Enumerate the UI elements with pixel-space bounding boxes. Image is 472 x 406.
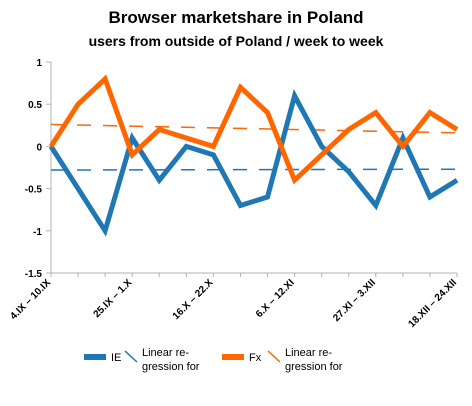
x-tick-label: 4.IX – 10.IX [8,277,53,322]
y-tick-label: -1 [33,227,42,238]
x-tick-label: 25.IX – 1.X [92,277,135,320]
x-tick-label: 6.X – 12.XI [254,277,297,320]
trendline [50,168,458,171]
legend-swatch [84,354,106,360]
y-tick-label: 0.5 [28,100,42,111]
y-tick-label: 1 [36,58,42,69]
y-tick-label: -0.5 [25,185,43,196]
legend-swatch [267,350,281,363]
y-tick-label: -1.5 [25,269,43,280]
legend-swatch [124,350,138,363]
legend-label: IE [111,352,121,364]
legend-label: Fx [249,352,262,364]
x-tick-label: 27.XI – 3.XII [331,277,378,324]
trendline [50,123,458,134]
series-line-ie [48,89,459,237]
series-line-fx [48,74,459,185]
chart-title: Browser marketshare in Poland [108,8,364,27]
x-tick-label: 16.X – 22.X [171,277,216,322]
y-tick-label: 0 [36,142,42,153]
chart-subtitle: users from outside of Poland / week to w… [88,33,384,49]
x-tick-label: 18.XII – 24.XII [407,277,460,330]
legend-label: Linear re-gression for [142,347,200,373]
legend-swatch [222,354,244,360]
legend-label: Linear re-gression for [285,347,343,373]
